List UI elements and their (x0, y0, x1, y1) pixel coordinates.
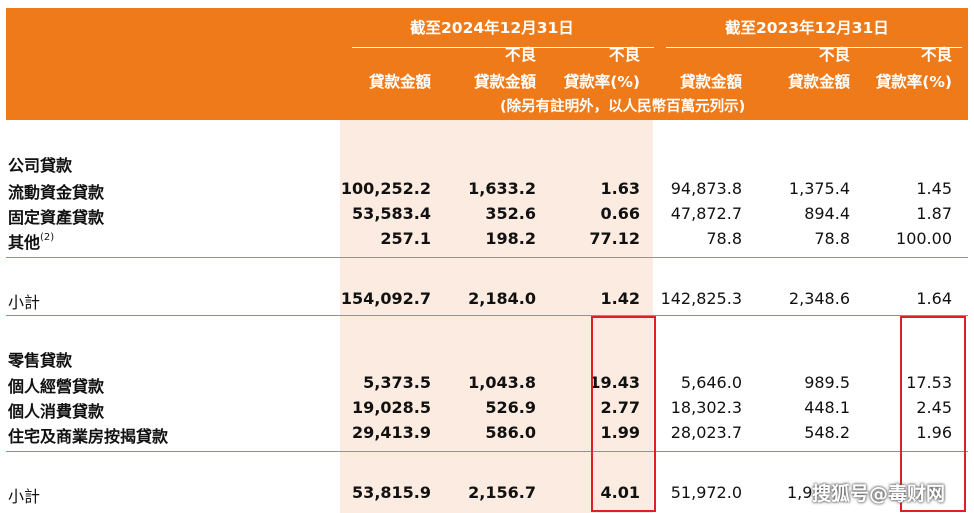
cell: 548.2 (804, 423, 850, 442)
watermark-text: 搜狐号@毒财网 (812, 483, 946, 505)
cell: 18,302.3 (670, 398, 742, 417)
row-label: 固定資產貸款 (8, 208, 105, 227)
cell: 4.01 (600, 483, 640, 502)
cell: 2,348.6 (788, 289, 850, 308)
cell: 2.45 (916, 398, 952, 417)
cell: 586.0 (485, 423, 536, 442)
cell: 2,184.0 (468, 289, 536, 308)
cell: 1.42 (600, 289, 640, 308)
cell: 5,373.5 (363, 373, 431, 392)
cell: 1.64 (916, 289, 952, 308)
cell: 1,043.8 (468, 373, 536, 392)
cell: 78.8 (706, 229, 742, 248)
cell: 29,413.9 (352, 423, 431, 442)
cell: 2.77 (600, 398, 640, 417)
period-2023-title: 截至2023年12月31日 (725, 19, 889, 37)
cell: 47,872.7 (670, 204, 742, 223)
cell: 94,873.8 (670, 179, 742, 198)
cell: 1,633.2 (468, 179, 536, 198)
table-row: 個人經營貸款 5,373.5 1,043.8 19.43 5,646.0 989… (0, 373, 974, 397)
cell: 28,023.7 (670, 423, 742, 442)
cell: 5,646.0 (680, 373, 742, 392)
cell: 526.9 (485, 398, 536, 417)
row-label: 個人消費貸款 (8, 402, 105, 421)
cell: 19.43 (589, 373, 640, 392)
cell: 77.12 (589, 229, 640, 248)
row-label: 其他 (8, 233, 41, 252)
row-label: 小計 (8, 487, 41, 506)
col-2023-2-bottom: 貸款金額 (787, 73, 850, 91)
table-header: 截至2024年12月31日 截至2023年12月31日 貸款金額 不良 貸款金額… (6, 8, 968, 120)
period-2024-underline (352, 47, 654, 48)
cell: 78.8 (814, 229, 850, 248)
col-2024-2-bottom: 貸款金額 (473, 73, 536, 91)
table-row: 其他(2) 257.1 198.2 77.12 78.8 78.8 100.00 (0, 229, 974, 253)
row-label: 個人經營貸款 (8, 377, 105, 396)
cell: 154,092.7 (340, 289, 431, 308)
cell: 1.87 (916, 204, 952, 223)
table-row: 住宅及商業房按揭貸款 29,413.9 586.0 1.99 28,023.7 … (0, 423, 974, 447)
cell: 1.45 (916, 179, 952, 198)
cell: 142,825.3 (660, 289, 742, 308)
cell: 53,815.9 (352, 483, 431, 502)
cell: 1.99 (600, 423, 640, 442)
cell: 1.63 (600, 179, 640, 198)
col-2023-3-bottom: 貸款率(%) (875, 73, 952, 91)
table-row-subtotal: 小計 154,092.7 2,184.0 1.42 142,825.3 2,34… (0, 289, 974, 313)
table-row: 個人消費貸款 19,028.5 526.9 2.77 18,302.3 448.… (0, 398, 974, 422)
section-title-corporate: 公司貸款 (8, 156, 73, 175)
cell: 53,583.4 (352, 204, 431, 223)
cell: 257.1 (380, 229, 431, 248)
currency-note: (除另有註明外，以人民幣百萬元列示) (500, 99, 746, 115)
row-label: 小計 (8, 293, 41, 312)
cell: 17.53 (906, 373, 952, 392)
divider (6, 257, 968, 258)
cell: 100.00 (896, 229, 952, 248)
col-2024-2-top: 不良 (504, 46, 536, 64)
cell: 198.2 (485, 229, 536, 248)
cell: 1,9 (787, 483, 813, 502)
footnote-marker: (2) (40, 231, 55, 243)
cell: 989.5 (804, 373, 850, 392)
col-2024-1-bottom: 貸款金額 (368, 73, 431, 91)
section-title-retail: 零售貸款 (8, 351, 73, 370)
row-label: 流動資金貸款 (8, 183, 105, 202)
cell: 352.6 (485, 204, 536, 223)
cell: 894.4 (804, 204, 850, 223)
col-2023-3-top: 不良 (920, 46, 952, 64)
row-label-with-footnote: 其他(2) (8, 229, 54, 253)
table-row: 流動資金貸款 100,252.2 1,633.2 1.63 94,873.8 1… (0, 179, 974, 203)
cell: 1,375.4 (788, 179, 850, 198)
col-2023-1-bottom: 貸款金額 (679, 73, 742, 91)
period-2023-underline (666, 47, 962, 48)
col-2023-2-top: 不良 (818, 46, 850, 64)
col-2024-3-top: 不良 (608, 46, 640, 64)
highlight-box-2024-rate (591, 316, 656, 512)
cell: 448.1 (804, 398, 850, 417)
divider (6, 315, 968, 316)
highlight-box-2023-rate (900, 316, 966, 512)
cell: 51,972.0 (670, 483, 742, 502)
cell: 2,156.7 (468, 483, 536, 502)
row-label: 住宅及商業房按揭貸款 (8, 427, 169, 446)
cell: 19,028.5 (352, 398, 431, 417)
cell: 0.66 (600, 204, 640, 223)
table-row-subtotal: 小計 53,815.9 2,156.7 4.01 51,972.0 1,9 (0, 483, 974, 507)
period-2024-title: 截至2024年12月31日 (410, 19, 574, 37)
cell: 100,252.2 (340, 179, 431, 198)
table-row: 固定資產貸款 53,583.4 352.6 0.66 47,872.7 894.… (0, 204, 974, 228)
col-2024-3-bottom: 貸款率(%) (563, 73, 640, 91)
cell: 1.96 (916, 423, 952, 442)
divider (6, 451, 968, 452)
